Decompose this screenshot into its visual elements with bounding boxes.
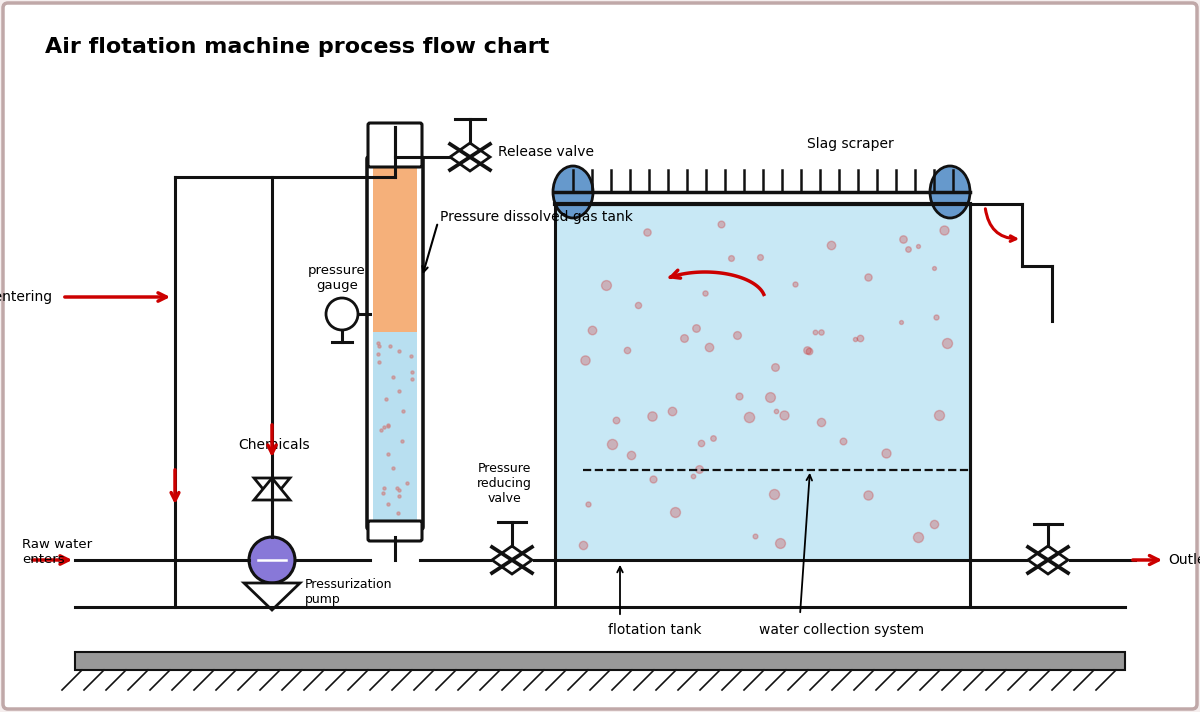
Point: [642, 410, 661, 422]
Text: Chemicals: Chemicals: [238, 438, 310, 452]
Polygon shape: [1028, 546, 1068, 574]
Point: [858, 490, 877, 501]
Point: [745, 530, 764, 542]
Point: [935, 224, 954, 236]
Point: [750, 251, 769, 262]
Polygon shape: [254, 478, 290, 500]
Ellipse shape: [553, 166, 593, 218]
FancyBboxPatch shape: [368, 123, 422, 167]
Point: [602, 439, 622, 450]
Point: [574, 539, 593, 550]
Point: [908, 241, 928, 252]
Text: Raw water
enters: Raw water enters: [22, 538, 92, 566]
Point: [727, 330, 746, 341]
Point: [703, 432, 722, 444]
Point: [674, 332, 694, 343]
Text: air entering: air entering: [0, 290, 52, 304]
Point: [924, 263, 943, 274]
Point: [937, 337, 956, 349]
Point: [876, 447, 895, 459]
Bar: [554, 204, 970, 560]
Point: [930, 409, 949, 421]
Text: Pressurization
pump: Pressurization pump: [305, 578, 392, 606]
Text: flotation tank: flotation tank: [608, 623, 702, 637]
FancyBboxPatch shape: [367, 156, 424, 530]
Ellipse shape: [930, 166, 970, 218]
Point: [811, 326, 830, 337]
FancyBboxPatch shape: [2, 3, 1198, 709]
Point: [908, 531, 928, 543]
Text: Air flotation machine process flow chart: Air flotation machine process flow chart: [46, 37, 550, 57]
Point: [926, 312, 946, 323]
Point: [845, 334, 864, 345]
Point: [834, 435, 853, 446]
Bar: [373, 332, 418, 524]
Circle shape: [250, 537, 295, 583]
Point: [774, 409, 793, 421]
Point: [770, 538, 790, 549]
Text: Pressure dissolved gas tank: Pressure dissolved gas tank: [440, 210, 632, 224]
Point: [606, 414, 625, 426]
Point: [764, 488, 784, 500]
Point: [689, 463, 708, 474]
Polygon shape: [254, 478, 290, 500]
Text: Outlet: Outlet: [1168, 553, 1200, 567]
Polygon shape: [492, 546, 532, 574]
Point: [696, 287, 715, 298]
Point: [683, 470, 702, 481]
Point: [637, 226, 656, 238]
Point: [576, 354, 595, 365]
Point: [643, 473, 662, 485]
Point: [799, 345, 818, 357]
Point: [766, 361, 785, 372]
Polygon shape: [244, 583, 300, 610]
Point: [767, 406, 786, 417]
Point: [721, 252, 740, 263]
Point: [622, 449, 641, 461]
Point: [822, 239, 841, 251]
Point: [785, 279, 804, 290]
Text: Release valve: Release valve: [498, 145, 594, 159]
Point: [691, 437, 710, 449]
Text: Pressure
reducing
valve: Pressure reducing valve: [476, 462, 532, 505]
Point: [858, 272, 877, 283]
Point: [712, 218, 731, 229]
Bar: [373, 159, 418, 332]
Point: [662, 405, 682, 417]
Bar: [74, 652, 1126, 670]
Text: Slag scraper: Slag scraper: [806, 137, 893, 151]
Text: water collection system: water collection system: [760, 623, 924, 637]
Point: [851, 332, 870, 343]
Point: [618, 344, 637, 355]
Point: [578, 498, 598, 509]
FancyBboxPatch shape: [368, 521, 422, 541]
Point: [686, 322, 706, 333]
Point: [596, 280, 616, 291]
Point: [666, 506, 685, 518]
Point: [805, 326, 824, 337]
Point: [629, 300, 648, 311]
Text: pressure
gauge: pressure gauge: [308, 264, 366, 292]
Point: [739, 411, 758, 422]
Point: [761, 391, 780, 402]
Point: [700, 341, 719, 352]
Point: [811, 416, 830, 427]
Point: [894, 234, 913, 245]
Point: [582, 324, 601, 335]
Point: [892, 316, 911, 328]
Point: [798, 345, 817, 356]
Point: [925, 518, 944, 530]
Circle shape: [326, 298, 358, 330]
Polygon shape: [450, 143, 490, 171]
Point: [730, 390, 749, 402]
Point: [898, 243, 917, 254]
